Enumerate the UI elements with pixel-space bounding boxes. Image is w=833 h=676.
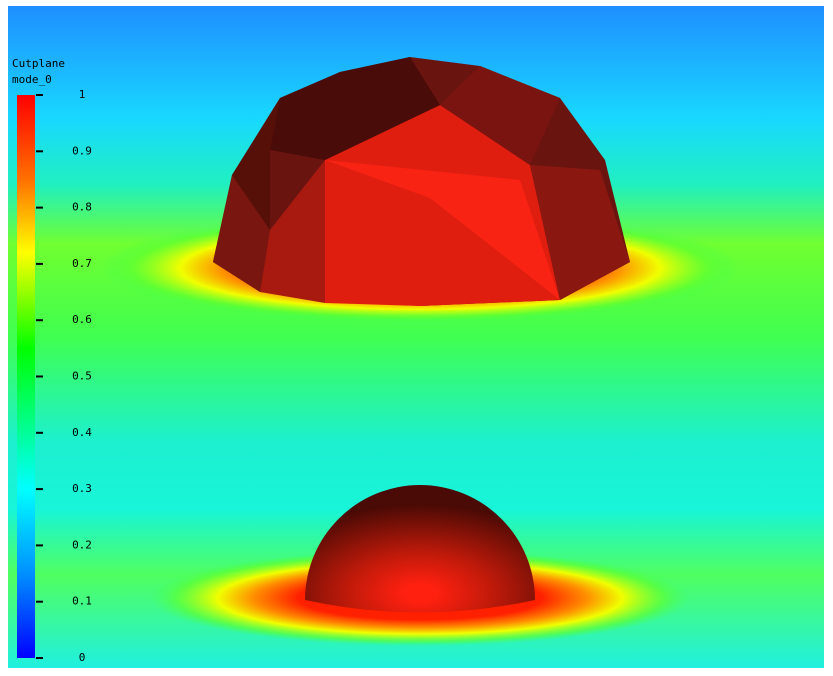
tick-label: 0.6 xyxy=(72,313,92,326)
legend-variable: mode_0 xyxy=(12,73,52,86)
tick-label: 0.5 xyxy=(72,370,92,383)
colorbar xyxy=(17,95,35,658)
tick-label: 1 xyxy=(79,88,86,101)
tick-label: 0.1 xyxy=(72,595,92,608)
upper-dome xyxy=(213,57,630,306)
tick-label: 0.7 xyxy=(72,257,92,270)
tick-label: 0 xyxy=(79,651,86,664)
lower-dome xyxy=(305,485,535,613)
tick-label: 0.4 xyxy=(72,426,92,439)
tick-label: 0.2 xyxy=(72,538,92,551)
tick-label: 0.3 xyxy=(72,482,92,495)
tick-label: 0.9 xyxy=(72,144,92,157)
legend-title: Cutplane xyxy=(12,57,65,70)
tick-label: 0.8 xyxy=(72,201,92,214)
